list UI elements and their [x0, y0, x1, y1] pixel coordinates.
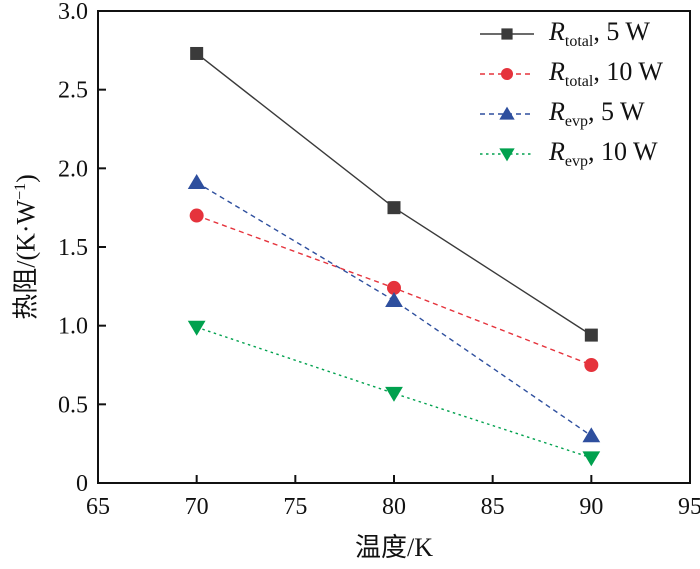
- y-tick-label: 2.5: [58, 78, 88, 104]
- legend-suffix: , 5 W: [588, 96, 645, 126]
- legend-suffix: , 10 W: [593, 56, 663, 86]
- square-marker: [584, 328, 598, 342]
- legend-symbol: R: [549, 16, 565, 46]
- legend-marker-revp-5w: [480, 106, 534, 120]
- legend-marker-rtotal-10w: [480, 67, 534, 81]
- x-tick-label: 80: [382, 494, 406, 520]
- legend-symbol: R: [549, 136, 565, 166]
- square-marker: [501, 28, 513, 40]
- legend: Rtotal, 5 W Rtotal, 10 W Revp, 5 W Revp,…: [479, 14, 663, 174]
- y-tick-label: 3.0: [58, 0, 88, 25]
- legend-subscript: evp: [564, 153, 588, 171]
- legend-symbol: R: [549, 56, 565, 86]
- y-tick-label: 0: [76, 471, 88, 497]
- triangle-down-marker: [499, 148, 515, 162]
- triangle-down-marker: [385, 386, 403, 402]
- legend-item: Revp, 5 W: [479, 94, 663, 134]
- legend-suffix: , 5 W: [593, 16, 650, 46]
- legend-symbol: R: [549, 96, 565, 126]
- x-tick-label: 95: [678, 494, 700, 520]
- legend-item: Rtotal, 5 W: [479, 14, 663, 54]
- y-tick-label: 1.0: [58, 314, 88, 340]
- square-marker: [387, 201, 401, 215]
- legend-subscript: total: [564, 73, 594, 91]
- y-axis-label: 热阻/(K·W−1): [6, 174, 43, 320]
- x-tick-label: 65: [86, 494, 110, 520]
- legend-label: Rtotal, 10 W: [549, 57, 663, 91]
- circle-marker: [189, 208, 204, 223]
- legend-marker-revp-10w: [480, 148, 534, 162]
- triangle-up-marker: [499, 106, 515, 120]
- circle-marker: [584, 358, 599, 372]
- circle-marker: [500, 67, 514, 81]
- legend-item: Revp, 10 W: [479, 134, 663, 174]
- triangle-up-marker: [187, 174, 206, 189]
- triangle-down-marker: [582, 451, 601, 467]
- y-tick-label: 2.0: [58, 156, 88, 182]
- y-axis-label-text: 热阻/(K·W: [11, 199, 41, 320]
- x-tick-label: 75: [283, 494, 307, 520]
- legend-subscript: evp: [564, 113, 588, 131]
- x-tick-label: 70: [185, 494, 209, 520]
- square-marker: [190, 46, 204, 60]
- legend-label: Rtotal, 5 W: [549, 17, 650, 51]
- x-tick-label: 85: [481, 494, 505, 520]
- legend-label: Revp, 10 W: [549, 137, 658, 171]
- legend-marker-rtotal-5w: [480, 28, 534, 40]
- x-axis-label: 温度/K: [354, 533, 433, 562]
- y-axis-label-close: ): [11, 174, 41, 183]
- triangle-up-marker: [582, 427, 601, 443]
- y-axis-label-superscript: −1: [11, 182, 29, 200]
- x-tick-label: 90: [579, 494, 603, 520]
- legend-item: Rtotal, 10 W: [479, 54, 663, 94]
- y-tick-label: 0.5: [58, 392, 88, 418]
- legend-suffix: , 10 W: [588, 136, 658, 166]
- legend-label: Revp, 5 W: [549, 97, 645, 131]
- triangle-up-marker: [385, 292, 403, 307]
- triangle-down-marker: [187, 320, 206, 336]
- y-tick-label: 1.5: [58, 235, 88, 261]
- legend-subscript: total: [564, 33, 594, 51]
